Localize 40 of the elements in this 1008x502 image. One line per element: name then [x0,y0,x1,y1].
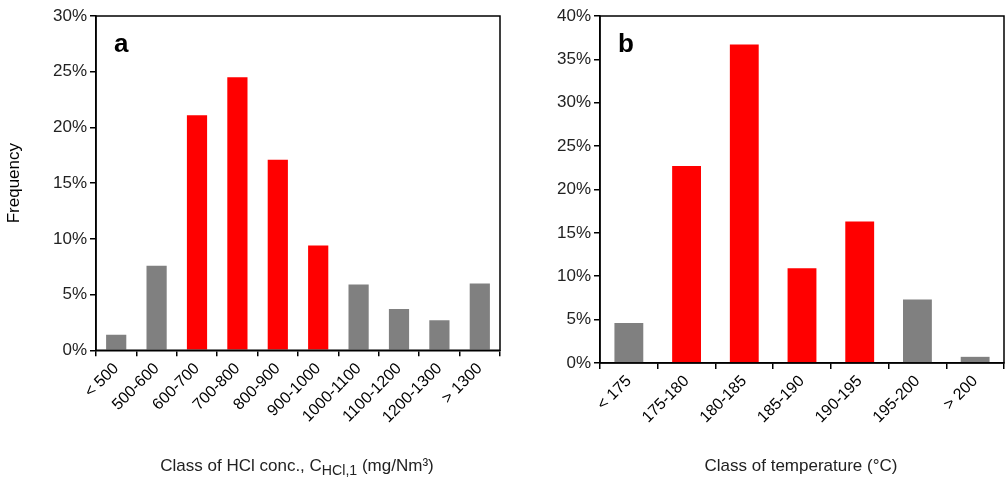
y-tick-label: 10% [52,228,87,248]
bar [106,334,127,350]
y-tick-label: 30% [52,5,87,25]
bar [348,284,369,350]
y-tick-label: 20% [52,117,87,137]
x-tick-label: < 175 [593,371,635,413]
x-axis-title: Class of HCl conc., C$_{HCl,1}$ (mg/Nm³) [159,456,435,479]
y-tick-label: 10% [556,265,591,285]
bar [787,268,817,363]
bar [429,320,450,350]
y-tick-label: 25% [52,61,87,81]
y-tick-label: 5% [566,309,591,329]
bar [227,77,248,350]
y-tick-label: 0% [566,352,591,372]
y-tick-label: 35% [556,49,591,69]
x-axis-title: Class of temperature (°C) [703,456,899,476]
bar [614,323,644,363]
bar [186,115,208,350]
y-tick-label: 25% [556,135,591,155]
annotation: a [114,28,129,59]
bar [903,299,932,363]
x-tick-label: > 200 [939,371,981,413]
bar [845,221,875,363]
y-tick-label: 0% [62,340,87,360]
bar [146,265,167,350]
y-tick-label: 40% [556,5,591,25]
y-tick-label: 15% [52,172,87,192]
bar [469,283,490,350]
bar [960,356,990,363]
bar [308,245,329,350]
bar [388,309,410,350]
y-tick-label: 30% [556,92,591,112]
y-tick-label: 15% [556,222,591,242]
y-tick-label: 5% [62,284,87,304]
annotation: b [618,28,634,59]
bar [267,159,288,350]
y-tick-label: 20% [556,179,591,199]
bar [729,44,759,363]
y-axis-title: Frequency [3,142,23,224]
bar [672,166,701,363]
